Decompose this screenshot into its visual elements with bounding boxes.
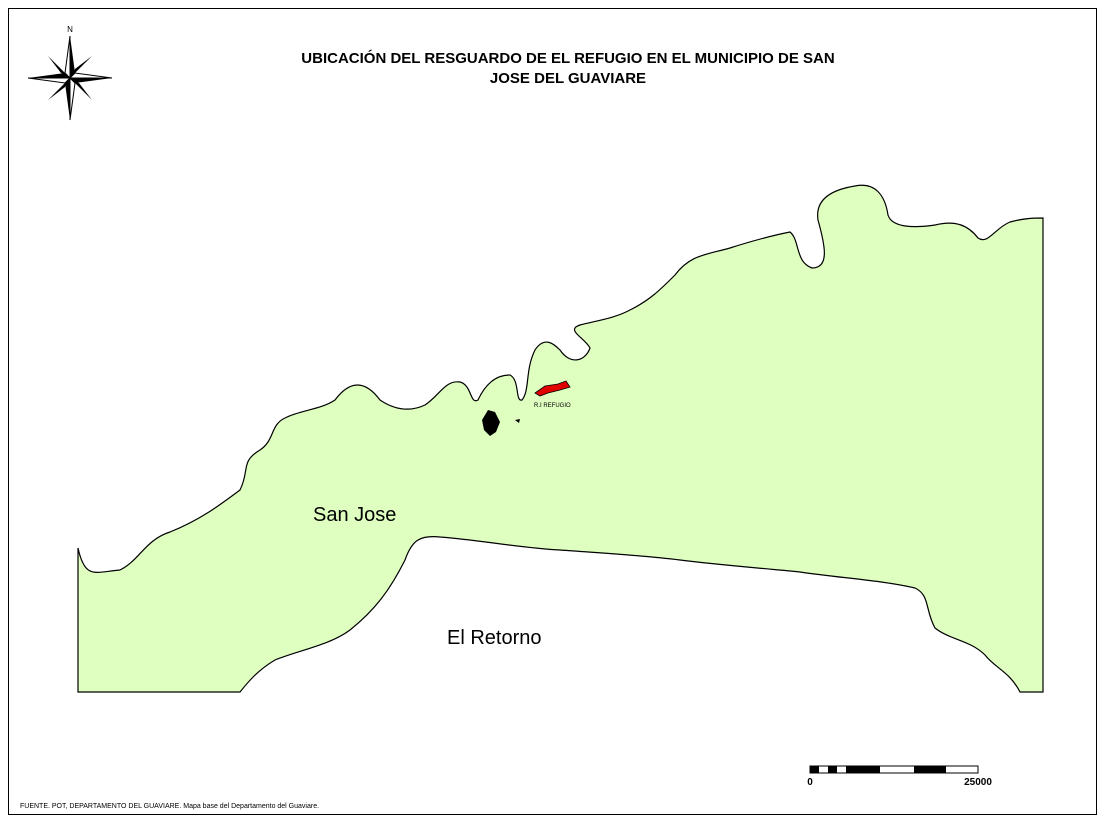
source-note: FUENTE. POT, DEPARTAMENTO DEL GUAVIARE. … bbox=[20, 803, 319, 810]
scale-end: 25000 bbox=[964, 777, 992, 788]
north-label: N bbox=[67, 25, 73, 34]
compass bbox=[27, 35, 113, 121]
scale-start: 0 bbox=[807, 777, 813, 788]
title-line: UBICACIÓN DEL RESGUARDO DE EL REFUGIO EN… bbox=[301, 49, 834, 67]
municipality-area bbox=[77, 184, 1044, 693]
scale-bar bbox=[809, 765, 979, 774]
reserve-area bbox=[534, 380, 571, 397]
municipality-label: San Jose bbox=[313, 504, 396, 526]
title-line: JOSE DEL GUAVIARE bbox=[490, 70, 646, 87]
reserve-label: R.I REFUGIO bbox=[534, 403, 571, 409]
town bbox=[482, 410, 520, 436]
neighbor-label: El Retorno bbox=[447, 627, 542, 649]
